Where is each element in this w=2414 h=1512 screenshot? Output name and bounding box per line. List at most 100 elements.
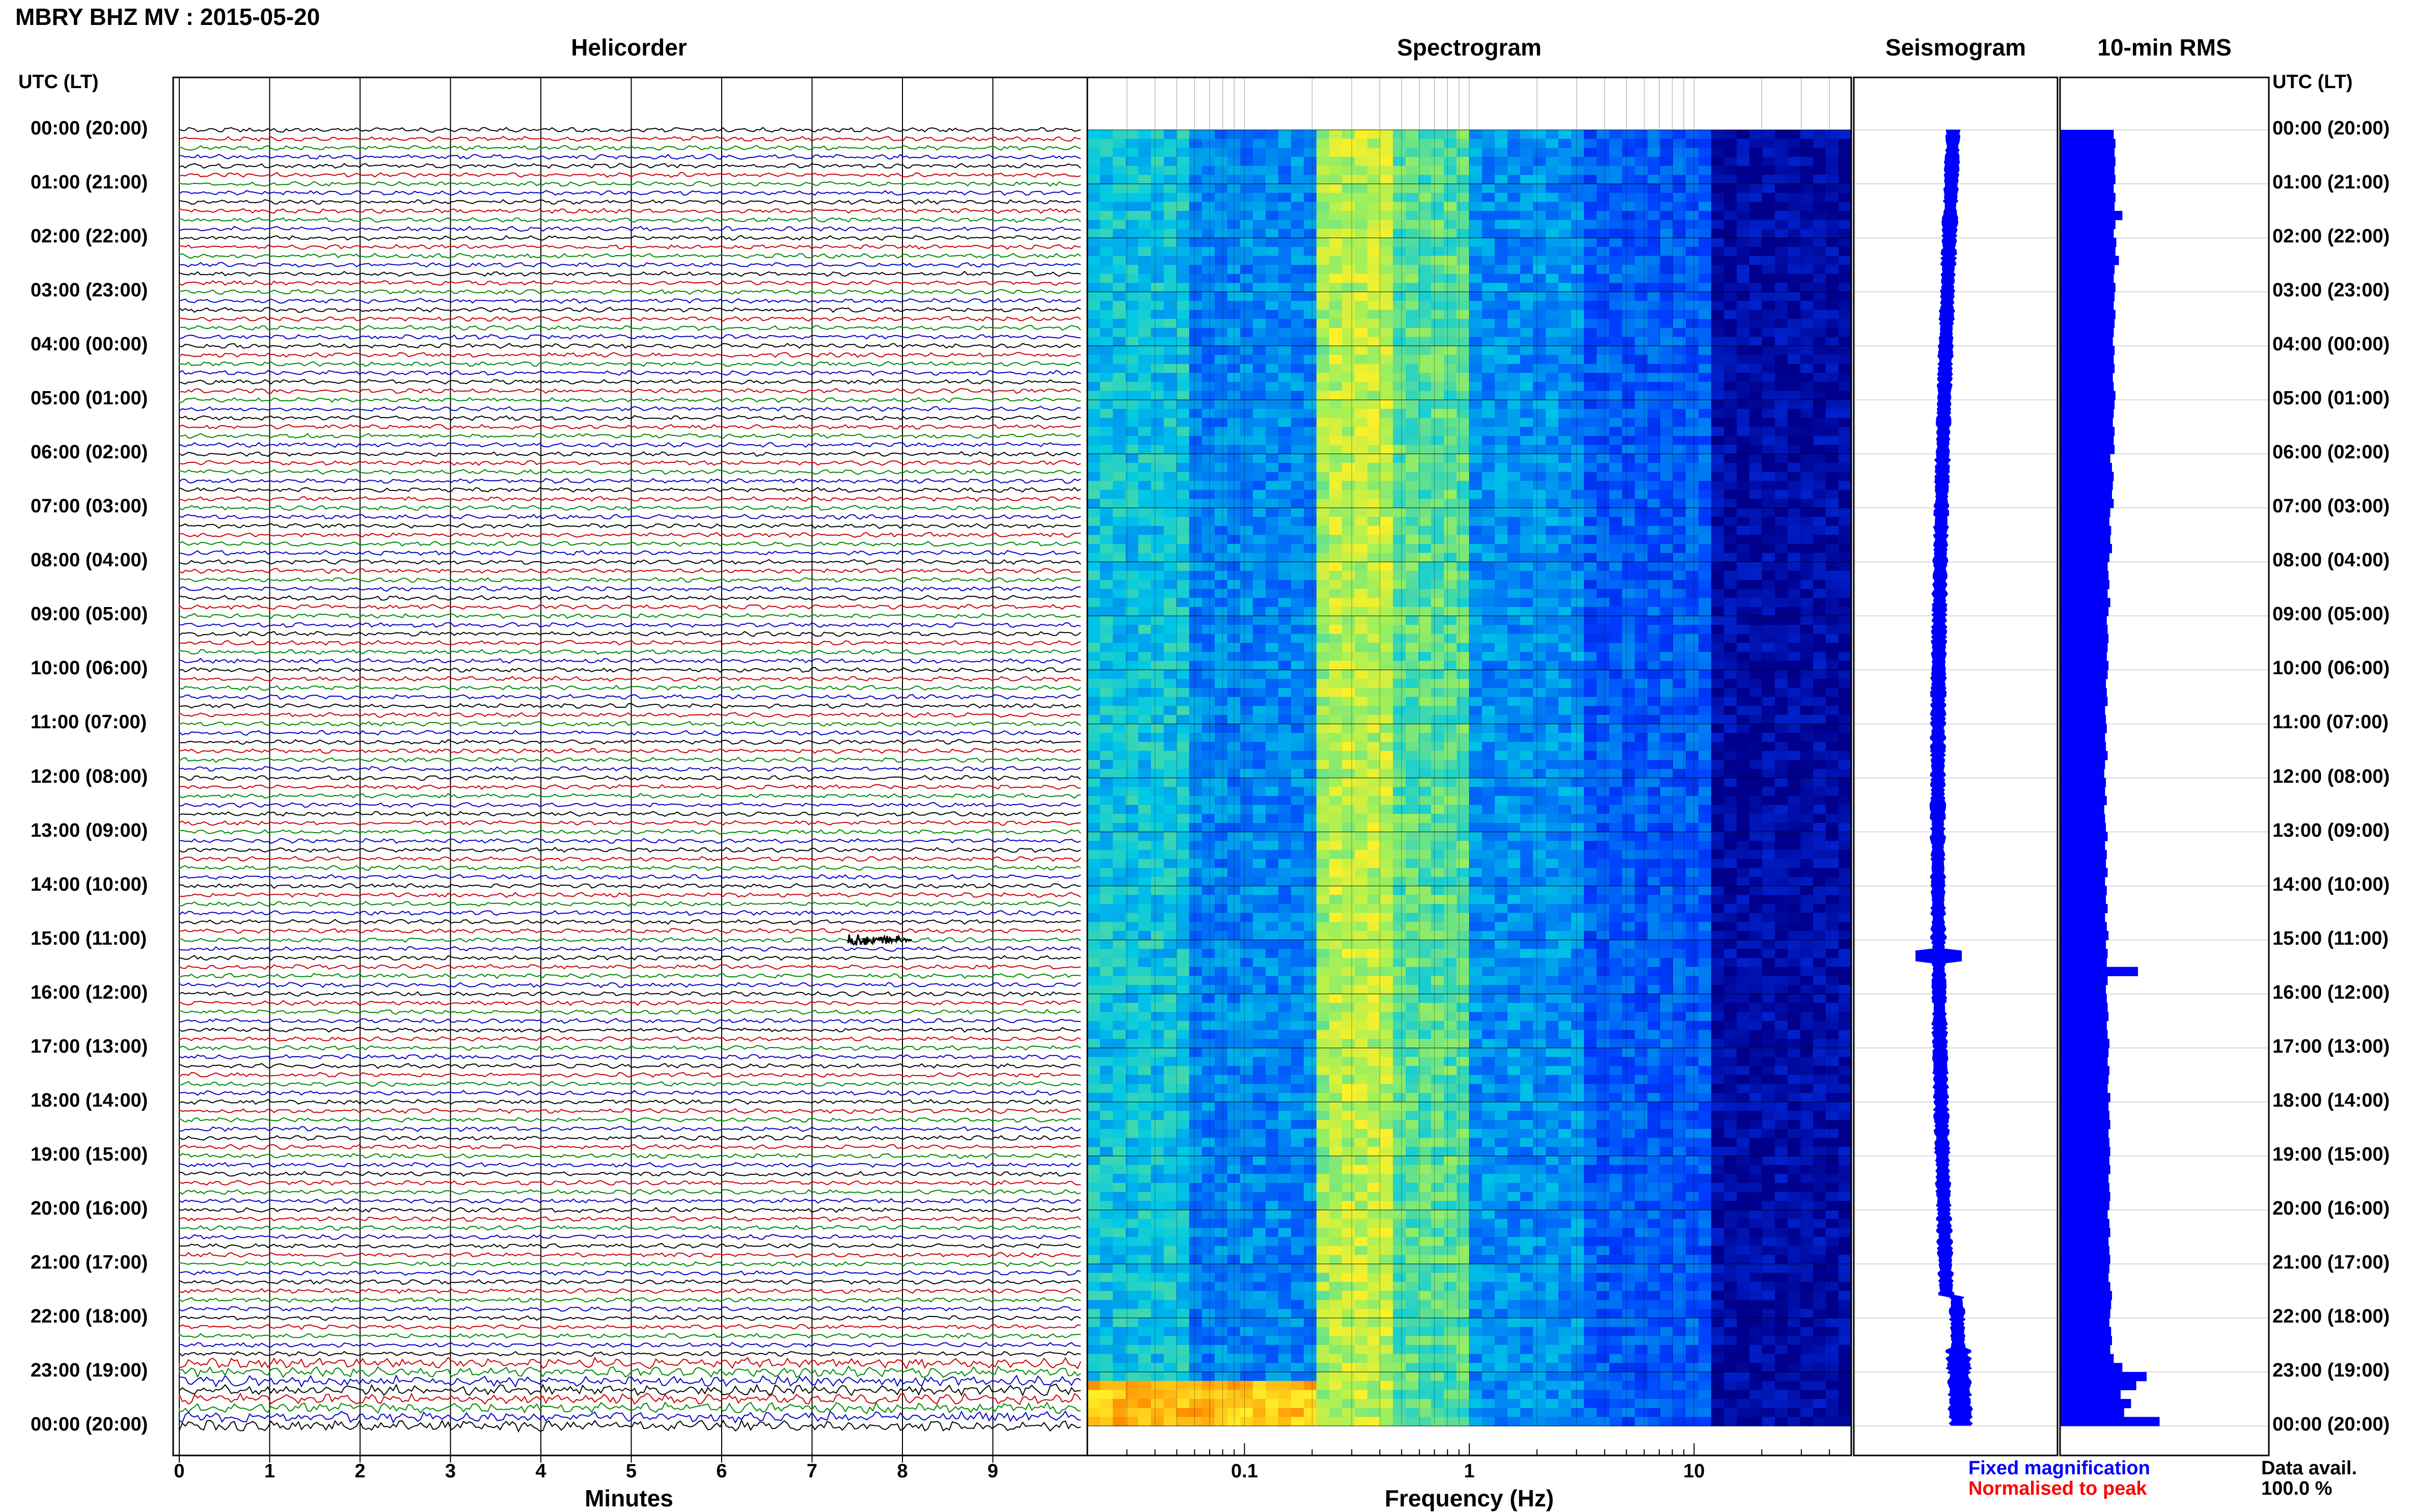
spectrogram-cell: [1291, 373, 1304, 382]
spectrogram-cell: [1431, 436, 1444, 445]
spectrogram-cell: [1673, 634, 1686, 643]
spectrogram-cell: [1304, 211, 1317, 220]
spectrogram-cell: [1253, 679, 1266, 688]
spectrogram-cell: [1788, 760, 1801, 769]
spectrogram-cell: [1202, 238, 1215, 247]
spectrogram-cell: [1380, 580, 1393, 589]
spectrogram-cell: [1100, 571, 1113, 580]
spectrogram-cell: [1342, 490, 1355, 499]
spectrogram-cell: [1215, 544, 1228, 553]
spectrogram-cell: [1113, 787, 1126, 796]
spectrogram-cell: [1597, 265, 1610, 274]
spectrogram-cell: [1406, 679, 1419, 688]
spectrogram-cell: [1215, 679, 1228, 688]
spectrogram-cell: [1316, 445, 1330, 454]
spectrogram-cell: [1406, 607, 1419, 616]
spectrogram-cell: [1431, 571, 1444, 580]
spectrogram-cell: [1698, 301, 1712, 310]
spectrogram-cell: [1266, 247, 1279, 256]
spectrogram-cell: [1126, 283, 1139, 292]
spectrogram-cell: [1342, 193, 1355, 202]
spectrogram-cell: [1431, 211, 1444, 220]
spectrogram-cell: [1762, 220, 1775, 229]
spectrogram-cell: [1087, 193, 1101, 202]
spectrogram-cell: [1189, 310, 1202, 319]
spectrogram-cell: [1164, 409, 1177, 418]
spectrogram-cell: [1762, 616, 1775, 625]
spectrogram-cell: [1355, 436, 1368, 445]
spectrogram-cell: [1291, 220, 1304, 229]
spectrogram-cell: [1800, 742, 1814, 751]
spectrogram-cell: [1507, 247, 1521, 256]
spectrogram-cell: [1316, 220, 1330, 229]
spectrogram-cell: [1698, 670, 1712, 679]
spectrogram-cell: [1393, 832, 1406, 841]
spectrogram-cell: [1444, 454, 1457, 463]
spectrogram-cell: [1418, 751, 1432, 760]
spectrogram-cell: [1533, 751, 1546, 760]
spectrogram-cell: [1686, 130, 1699, 139]
spectrogram-cell: [1138, 697, 1151, 706]
spectrogram-cell: [1240, 688, 1253, 697]
spectrogram-cell: [1304, 724, 1317, 733]
spectrogram-cell: [1100, 733, 1113, 742]
spectrogram-cell: [1393, 490, 1406, 499]
spectrogram-cell: [1406, 427, 1419, 436]
spectrogram-cell: [1533, 382, 1546, 391]
spectrogram-cell: [1673, 256, 1686, 265]
spectrogram-cell: [1813, 463, 1826, 472]
spectrogram-cell: [1813, 607, 1826, 616]
spectrogram-cell: [1698, 616, 1712, 625]
spectrogram-cell: [1380, 688, 1393, 697]
spectrogram-cell: [1087, 814, 1101, 823]
spectrogram-cell: [1673, 409, 1686, 418]
helicorder-trace: [179, 200, 1081, 204]
spectrogram-cell: [1660, 715, 1674, 724]
spectrogram-cell: [1151, 634, 1164, 643]
spectrogram-cell: [1418, 400, 1432, 409]
helicorder-trace: [179, 839, 1081, 843]
spectrogram-cell: [1762, 751, 1775, 760]
spectrogram-cell: [1813, 184, 1826, 193]
spectrogram-cell: [1520, 562, 1533, 571]
spectrogram-cell: [1762, 175, 1775, 184]
spectrogram-cell: [1775, 634, 1788, 643]
spectrogram-cell: [1546, 157, 1559, 166]
spectrogram-cell: [1507, 238, 1521, 247]
spectrogram-cell: [1648, 508, 1661, 517]
spectrogram-cell: [1457, 562, 1470, 571]
spectrogram-cell: [1227, 589, 1241, 598]
spectrogram-cell: [1609, 688, 1623, 697]
spectrogram-cell: [1762, 373, 1775, 382]
spectrogram-cell: [1355, 364, 1368, 373]
spectrogram-cell: [1176, 589, 1190, 598]
spectrogram-cell: [1673, 697, 1686, 706]
spectrogram-cell: [1839, 445, 1852, 454]
spectrogram-cell: [1584, 256, 1597, 265]
spectrogram-cell: [1698, 463, 1712, 472]
spectrogram-cell: [1800, 778, 1814, 787]
spectrogram-cell: [1584, 580, 1597, 589]
spectrogram-cell: [1291, 571, 1304, 580]
spectrogram-cell: [1711, 823, 1724, 832]
spectrogram-cell: [1533, 247, 1546, 256]
spectrogram-cell: [1597, 805, 1610, 814]
spectrogram-cell: [1622, 535, 1635, 544]
spectrogram-cell: [1444, 706, 1457, 715]
spectrogram-cell: [1635, 751, 1648, 760]
spectrogram-cell: [1495, 130, 1508, 139]
spectrogram-cell: [1176, 508, 1190, 517]
spectrogram-cell: [1546, 490, 1559, 499]
spectrogram-cell: [1826, 166, 1839, 175]
spectrogram-cell: [1164, 247, 1177, 256]
spectrogram-cell: [1800, 301, 1814, 310]
spectrogram-cell: [1571, 823, 1584, 832]
spectrogram-cell: [1304, 328, 1317, 337]
spectrogram-cell: [1393, 670, 1406, 679]
spectrogram-cell: [1775, 193, 1788, 202]
spectrogram-cell: [1367, 382, 1381, 391]
spectrogram-cell: [1788, 229, 1801, 238]
spectrogram-cell: [1495, 157, 1508, 166]
spectrogram-cell: [1431, 544, 1444, 553]
spectrogram-cell: [1291, 310, 1304, 319]
